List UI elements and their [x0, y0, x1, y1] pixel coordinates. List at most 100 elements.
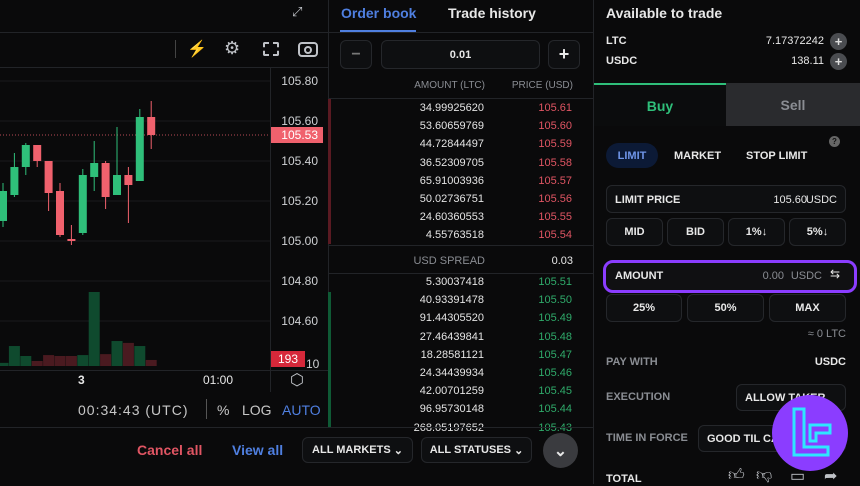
step-value[interactable]: 0.01: [381, 40, 540, 69]
candle-body: [90, 163, 99, 177]
price: 105.61: [538, 102, 572, 114]
help-icon[interactable]: ?: [829, 136, 840, 147]
volume-bar: [31, 361, 43, 366]
markets-value: ALL MARKETS: [312, 444, 391, 456]
price: 105.44: [538, 403, 572, 416]
bid-row[interactable]: 5.30037418 105.51: [330, 274, 592, 292]
order-type-stop-limit[interactable]: STOP LIMIT: [746, 150, 808, 162]
price-chart[interactable]: 105.80 105.60 105.40 105.20 105.00 104.80 104.…: [0, 0, 328, 372]
camera-icon[interactable]: [298, 42, 318, 57]
amount-unit: USDC: [790, 270, 822, 282]
candle-body: [101, 163, 110, 197]
cancel-all-button[interactable]: Cancel all: [137, 442, 203, 458]
amount-field[interactable]: AMOUNT 0.00 USDC ⇆: [603, 260, 857, 293]
preset-bid-button[interactable]: BID: [667, 218, 724, 246]
collapse-chevron-button[interactable]: ⌄: [543, 433, 578, 468]
order-type-market[interactable]: MARKET: [674, 150, 722, 162]
amount: 24.60360553: [419, 211, 484, 224]
markets-dropdown[interactable]: ALL MARKETS ⌄: [302, 437, 413, 463]
bid-row[interactable]: 27.46439841 105.48: [330, 329, 592, 347]
comment-icon[interactable]: ▭: [790, 468, 806, 485]
deposit-usdc-button[interactable]: +: [830, 53, 847, 70]
thumbs-down-icon[interactable]: 👎︎: [756, 467, 773, 484]
pct-50-button[interactable]: 50%: [687, 294, 764, 322]
view-all-button[interactable]: View all: [232, 442, 284, 458]
price: 105.57: [538, 174, 572, 187]
price: 105.59: [538, 138, 572, 151]
amount: 27.46439841: [419, 330, 484, 343]
price: 105.54: [538, 229, 572, 242]
ask-row[interactable]: 34.99925620 105.61: [330, 100, 592, 118]
max-button[interactable]: MAX: [769, 294, 846, 322]
limit-price-field[interactable]: LIMIT PRICE 105.60 USDC: [606, 185, 846, 213]
buy-tab[interactable]: Buy: [594, 83, 726, 126]
indicator-search-icon[interactable]: ⚡: [187, 41, 207, 58]
axis-partial-label: 10: [306, 357, 320, 371]
gear-icon[interactable]: ⚙: [224, 38, 241, 58]
pay-with-value[interactable]: USDC: [814, 356, 846, 368]
price-tick: 105.40: [281, 154, 318, 168]
amount: 24.34439934: [419, 367, 484, 379]
volume-bar: [122, 342, 134, 366]
percent-toggle[interactable]: %: [217, 402, 230, 418]
volume-bar: [88, 292, 100, 366]
preset-mid-button[interactable]: MID: [606, 218, 663, 246]
order-type-limit[interactable]: LIMIT: [606, 143, 658, 168]
volume-bar: [0, 362, 9, 366]
bid-row[interactable]: 91.44305520 105.49: [330, 310, 592, 328]
amount: 44.72844497: [419, 138, 484, 151]
axis-settings-icon[interactable]: ⬡: [290, 372, 304, 389]
ask-row[interactable]: 44.72844497 105.59: [330, 136, 592, 154]
statuses-dropdown[interactable]: ALL STATUSES ⌄: [421, 437, 532, 463]
ask-row[interactable]: 24.60360553 105.55: [330, 209, 592, 227]
preset-1pct-button[interactable]: 1%↓: [728, 218, 785, 246]
amount: 34.99925620: [419, 102, 484, 114]
ask-row[interactable]: 50.02736751 105.56: [330, 191, 592, 209]
price: 105.50: [538, 294, 572, 307]
share-icon[interactable]: ➦: [824, 468, 838, 485]
candle-body: [0, 191, 7, 221]
ask-row[interactable]: 4.55763518 105.54: [330, 227, 592, 245]
current-price-tag: [271, 127, 323, 143]
current-price-label: 105.53: [281, 128, 318, 142]
ask-row[interactable]: 65.91003936 105.57: [330, 173, 592, 191]
volume-label: 193: [278, 352, 298, 366]
swap-icon[interactable]: ⇆: [829, 267, 840, 281]
available-title: Available to trade: [606, 5, 723, 21]
bid-row[interactable]: 42.00701259 105.45: [330, 383, 592, 401]
tab-trade-history[interactable]: Trade history: [448, 5, 536, 21]
expand-icon[interactable]: ⤢: [292, 4, 303, 19]
amount: 96.95730148: [419, 403, 484, 416]
decrease-step-button[interactable]: −: [340, 40, 372, 69]
pct-25-button[interactable]: 25%: [606, 294, 682, 322]
bid-row[interactable]: 24.34439934 105.46: [330, 365, 592, 383]
sell-tab[interactable]: Sell: [726, 83, 860, 126]
ask-row[interactable]: 36.52309705 105.58: [330, 155, 592, 173]
volume-tag: [271, 351, 305, 367]
price-tick: 105.20: [281, 194, 318, 208]
candle-body: [21, 145, 30, 167]
deposit-ltc-button[interactable]: +: [830, 33, 847, 50]
price: 105.58: [538, 156, 572, 169]
volume-bar: [145, 359, 157, 366]
candle-body: [67, 239, 76, 241]
tab-order-book[interactable]: Order book: [341, 5, 417, 21]
log-toggle[interactable]: LOG: [242, 402, 272, 418]
amount: 50.02736751: [419, 193, 484, 205]
preset-5pct-button[interactable]: 5%↓: [789, 218, 846, 246]
price-tick: 104.60: [281, 314, 318, 328]
ask-row[interactable]: 53.60659769 105.60: [330, 118, 592, 136]
price-header: PRICE (USD): [511, 80, 573, 91]
bid-row[interactable]: 96.95730148 105.44: [330, 401, 592, 419]
bid-row[interactable]: 18.28581121 105.47: [330, 347, 592, 365]
auto-toggle[interactable]: AUTO: [282, 402, 321, 418]
price: 105.45: [538, 385, 572, 398]
bid-row[interactable]: 40.93391478 105.50: [330, 292, 592, 310]
amount: 18.28581121: [420, 348, 484, 361]
increase-step-button[interactable]: +: [548, 40, 580, 69]
execution-label: EXECUTION: [606, 391, 671, 403]
amount: 42.00701259: [419, 385, 484, 398]
thumbs-up-icon[interactable]: 👍︎: [728, 467, 745, 484]
price: 105.55: [538, 211, 572, 224]
fullscreen-icon[interactable]: [263, 42, 279, 56]
